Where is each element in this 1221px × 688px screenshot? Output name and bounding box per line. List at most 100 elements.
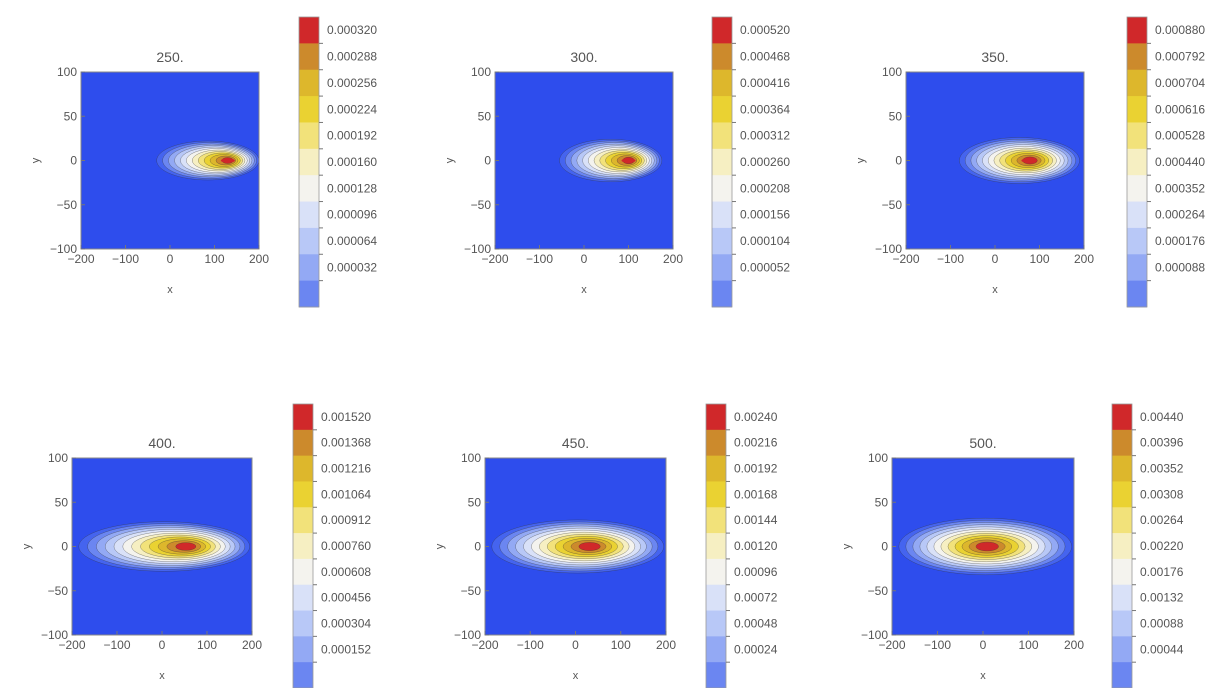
colorbar-label: 0.000256 (327, 76, 377, 90)
colorbar-label: 0.000128 (327, 181, 377, 195)
colorbar-frame (1111, 403, 1133, 688)
colorbar-band (712, 280, 732, 308)
colorbar-band (293, 429, 313, 457)
x-tick-label: −200 (878, 638, 905, 652)
x-tick-label: −100 (937, 252, 964, 266)
x-tick-label: 100 (611, 638, 631, 652)
colorbar-label: 0.000156 (740, 208, 790, 222)
colorbar-label: 0.000312 (740, 129, 790, 143)
colorbar-band (293, 584, 313, 611)
colorbar: 0.001520 0.001368 0.001216 0.001064 0.000912… (292, 403, 371, 688)
colorbar-label: 0.00024 (734, 642, 778, 656)
colorbar-frame (298, 16, 320, 308)
y-tick-label: 100 (461, 451, 481, 465)
colorbar-band (293, 662, 313, 688)
y-tick-label: −100 (464, 242, 491, 256)
colorbar-band (712, 17, 732, 44)
panel-2: −200 −100 0 100 200100500−50−100300.xy0.0005… (444, 16, 790, 308)
y-tick-label: 100 (471, 65, 491, 79)
colorbar-band (712, 122, 732, 150)
peak-marker (976, 544, 990, 549)
colorbar-band (1112, 429, 1132, 457)
y-tick-label: −100 (875, 242, 902, 256)
x-tick-label: −200 (58, 638, 85, 652)
y-axis-label: y (30, 157, 42, 163)
y-tick-label: 50 (55, 495, 69, 509)
plume-contours (156, 140, 259, 181)
colorbar-label: 0.000880 (1155, 23, 1205, 37)
colorbar-band (712, 254, 732, 282)
colorbar-label: 0.000792 (1155, 50, 1205, 64)
x-tick-label: −200 (471, 638, 498, 652)
colorbar-band (293, 636, 313, 663)
colorbar-label: 0.000364 (740, 102, 790, 116)
panel-title: 250. (156, 49, 183, 65)
x-axis-label: x (573, 670, 579, 682)
colorbar-label: 0.001064 (321, 487, 371, 501)
colorbar-label: 0.000064 (327, 234, 377, 248)
colorbar-label: 0.00192 (734, 462, 778, 476)
colorbar-label: 0.000440 (1155, 155, 1205, 169)
x-tick-label: 100 (204, 252, 224, 266)
y-tick-label: −50 (57, 198, 78, 212)
colorbar-band (706, 636, 726, 663)
colorbar-band (293, 610, 313, 637)
x-tick-label: 200 (249, 252, 269, 266)
plume-contours (898, 517, 1072, 576)
peak-marker (220, 158, 235, 163)
colorbar-label: 0.00440 (1140, 410, 1184, 424)
y-tick-label: 100 (48, 451, 68, 465)
colorbar-band (1127, 254, 1147, 282)
x-tick-label: −100 (924, 638, 951, 652)
colorbar-band (293, 481, 313, 508)
colorbar-label: 0.00072 (734, 591, 778, 605)
x-axis-label: x (159, 670, 165, 682)
x-axis-label: x (992, 284, 998, 296)
y-tick-label: 0 (895, 154, 902, 168)
colorbar-band (706, 507, 726, 534)
colorbar-band (299, 175, 319, 202)
colorbar-band (299, 122, 319, 150)
colorbar-band (712, 69, 732, 97)
colorbar-frame (1126, 16, 1148, 308)
x-tick-label: −100 (526, 252, 553, 266)
colorbar-label: 0.000260 (740, 155, 790, 169)
colorbar-label: 0.000104 (740, 234, 790, 248)
colorbar-label: 0.00096 (734, 565, 778, 579)
colorbar-label: 0.000304 (321, 616, 371, 630)
colorbar-label: 0.000528 (1155, 129, 1205, 143)
colorbar-band (293, 507, 313, 534)
colorbar-band (1127, 148, 1147, 176)
colorbar-band (706, 481, 726, 508)
peak-marker (177, 544, 192, 549)
x-tick-label: 200 (1074, 252, 1094, 266)
colorbar-band (299, 254, 319, 282)
colorbar-band (293, 404, 313, 431)
colorbar-label: 0.000088 (1155, 260, 1205, 274)
colorbar-label: 0.00264 (1140, 513, 1184, 527)
y-tick-label: −100 (861, 628, 888, 642)
colorbar-label: 0.00240 (734, 410, 778, 424)
x-tick-label: 200 (663, 252, 683, 266)
colorbar-band (1127, 17, 1147, 44)
panel-1: −200 −100 0 100 200100500−50−100250.xy0.0003… (30, 16, 377, 308)
x-tick-label: 200 (242, 638, 262, 652)
colorbar: 0.000320 0.000288 0.000256 0.000224 0.000192… (298, 16, 377, 308)
colorbar-label: 0.000224 (327, 102, 377, 116)
x-tick-label: 100 (618, 252, 638, 266)
x-axis-label: x (980, 670, 986, 682)
x-tick-label: 0 (159, 638, 166, 652)
x-tick-label: 100 (197, 638, 217, 652)
colorbar-label: 0.001520 (321, 410, 371, 424)
panel-title: 450. (562, 435, 589, 451)
colorbar-band (706, 455, 726, 482)
colorbar-band (706, 558, 726, 586)
colorbar-band (1127, 227, 1147, 255)
colorbar-label: 0.000912 (321, 513, 371, 527)
colorbar-band (712, 43, 732, 71)
x-tick-label: 100 (1018, 638, 1038, 652)
colorbar-band (1112, 404, 1132, 431)
colorbar-label: 0.000520 (740, 23, 790, 37)
y-axis-label: y (21, 543, 33, 549)
